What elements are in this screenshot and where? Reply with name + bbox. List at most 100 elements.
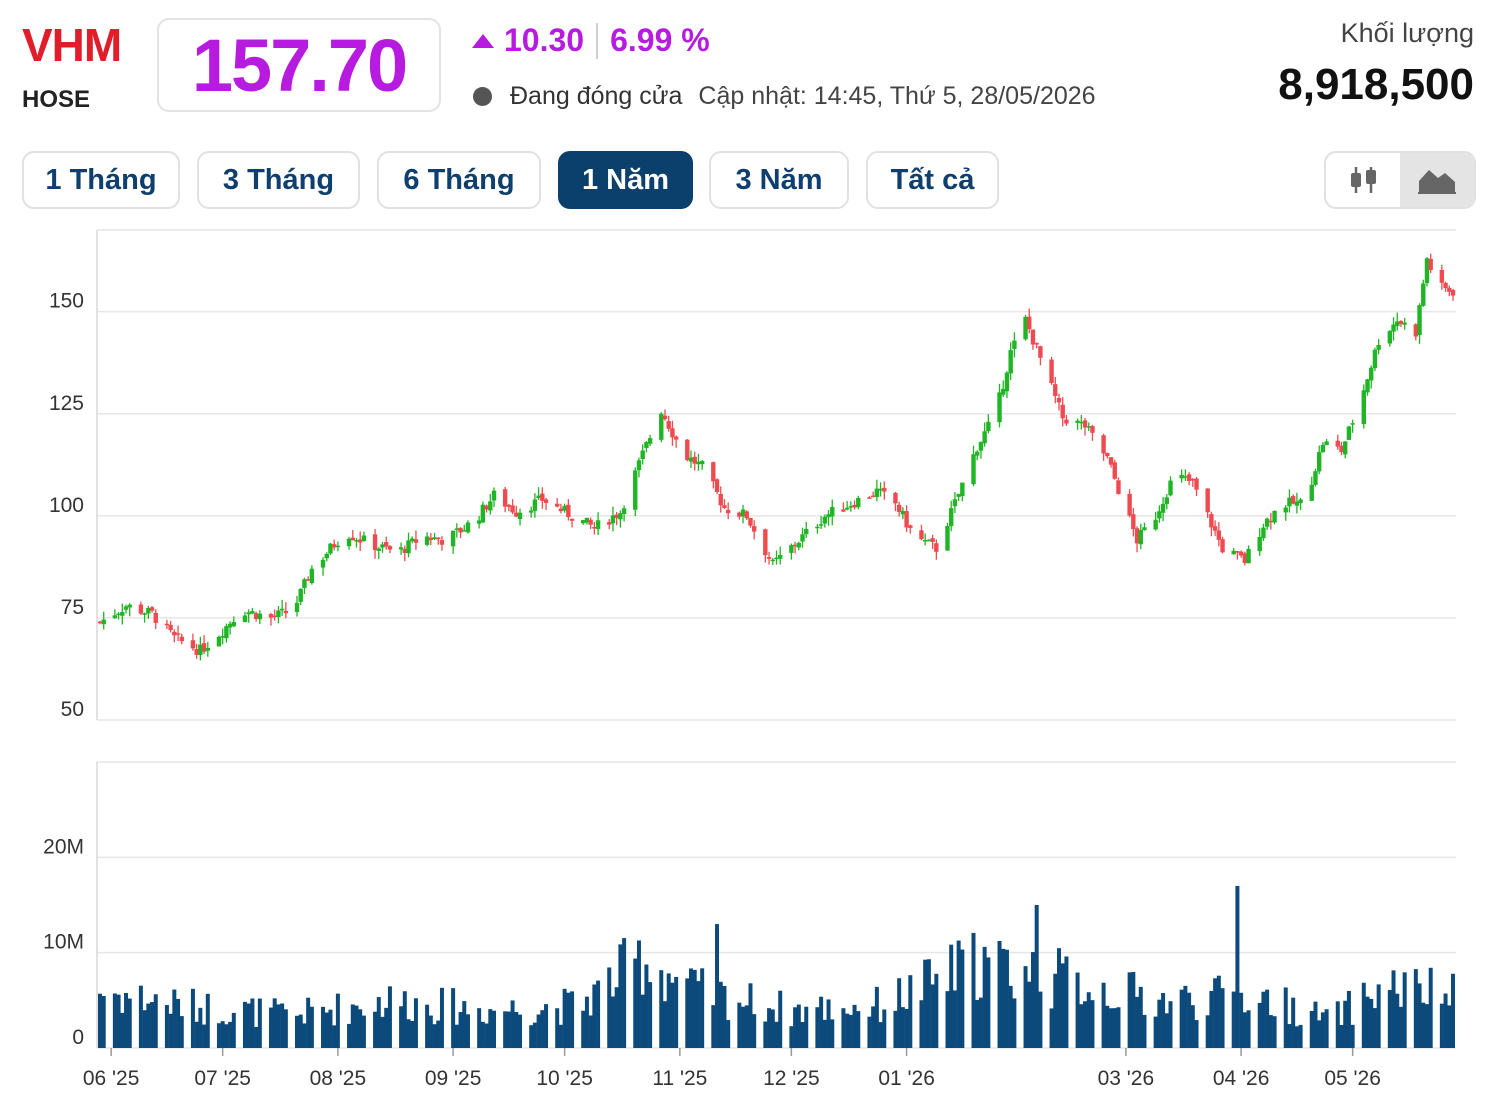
candle	[1346, 426, 1352, 440]
candle	[250, 611, 255, 614]
candle	[465, 522, 471, 533]
volume-bar	[1135, 996, 1140, 1048]
candle	[714, 479, 720, 493]
volume-bar	[636, 940, 641, 1048]
volume-bar	[224, 1024, 229, 1048]
candle	[1038, 346, 1043, 358]
candle	[1108, 457, 1114, 465]
volume-bar	[978, 997, 983, 1048]
volume-bar	[874, 986, 879, 1048]
candle	[246, 612, 251, 615]
candle	[268, 614, 274, 618]
volume-bar	[246, 1003, 251, 1048]
volume-bar	[1187, 992, 1192, 1048]
volume-bar	[1239, 992, 1244, 1048]
x-tick-label: 11 '25	[652, 1067, 707, 1090]
candle	[636, 460, 642, 471]
volume-bar	[1138, 986, 1143, 1048]
volume-bar	[640, 994, 645, 1048]
candle	[462, 530, 467, 532]
candle	[1127, 493, 1132, 516]
candle	[1183, 476, 1188, 478]
volume-bar	[1023, 966, 1028, 1048]
candle	[1079, 421, 1084, 424]
market-status: Đang đóng cửa Cập nhật: 14:45, Thứ 5, 28…	[473, 82, 1096, 111]
candle	[904, 511, 909, 528]
volume-bar	[432, 1024, 437, 1048]
volume-bar	[584, 996, 589, 1048]
volume-bar	[711, 1005, 716, 1048]
candle	[357, 539, 363, 543]
volume-bar	[492, 1010, 497, 1048]
candle	[1105, 453, 1110, 457]
volume-bar	[477, 1008, 482, 1048]
volume-bar	[1183, 985, 1188, 1048]
volume-bar	[439, 987, 444, 1048]
volume-bar	[328, 1009, 333, 1048]
candle	[146, 607, 151, 614]
volume-bar	[194, 1021, 199, 1048]
volume-bar	[871, 1006, 876, 1048]
volume-bar	[975, 999, 980, 1048]
volume-bar	[904, 1008, 909, 1048]
candle	[922, 540, 928, 542]
volume-bar	[648, 982, 653, 1048]
tab-1-year[interactable]: 1 Năm	[558, 151, 693, 209]
candle	[640, 450, 645, 460]
volume-bar	[856, 1011, 861, 1048]
volume-bar	[1413, 969, 1418, 1048]
tab-3-years[interactable]: 3 Năm	[709, 151, 849, 209]
volume-bar	[558, 1024, 563, 1048]
volume-bar	[127, 998, 132, 1048]
candle	[227, 623, 233, 628]
volume-bar	[845, 1013, 850, 1048]
tab-6-months[interactable]: 6 Tháng	[377, 151, 541, 209]
candle	[298, 588, 303, 602]
candle	[201, 643, 207, 652]
volume-bar	[555, 1008, 560, 1048]
volume-bar	[1060, 963, 1065, 1048]
candle	[666, 421, 671, 429]
volume-bar	[744, 1005, 749, 1048]
candle	[1231, 550, 1236, 555]
candle	[1387, 331, 1393, 344]
volume-bar	[726, 1020, 731, 1048]
candle	[1164, 497, 1169, 505]
tab-3-months[interactable]: 3 Tháng	[197, 151, 360, 209]
candle	[867, 497, 872, 499]
volume-bar	[800, 1022, 805, 1048]
volume-bar	[242, 1001, 247, 1048]
volume-bar	[614, 987, 619, 1048]
volume-bar	[822, 1019, 827, 1048]
candle	[1309, 484, 1314, 501]
volume-bar	[168, 1013, 173, 1048]
candle	[1439, 269, 1445, 283]
candle	[1268, 520, 1274, 523]
volume-bar	[354, 1005, 359, 1048]
volume-bar	[1064, 956, 1069, 1048]
volume-bar	[841, 1008, 846, 1048]
tab-all[interactable]: Tất cả	[866, 151, 999, 209]
volume-bar	[1090, 1000, 1095, 1048]
candle	[685, 439, 690, 461]
volume-bar	[458, 1012, 463, 1048]
volume-bar	[581, 1010, 586, 1048]
candlestick-button[interactable]	[1326, 153, 1400, 207]
volume-bar	[250, 998, 255, 1048]
candle	[982, 431, 987, 444]
candle	[1261, 527, 1266, 539]
volume-bar	[1346, 990, 1351, 1048]
volume-bar	[741, 1006, 746, 1048]
candle	[1205, 488, 1210, 513]
candle	[279, 608, 285, 611]
tab-1-month[interactable]: 1 Tháng	[22, 151, 180, 209]
candle	[919, 530, 924, 540]
volume-bar	[1294, 1026, 1299, 1048]
area-chart-button[interactable]	[1400, 153, 1474, 207]
candle	[1428, 258, 1433, 271]
candle	[893, 492, 898, 504]
volume-bar	[908, 975, 913, 1048]
volume-bar	[1320, 1012, 1325, 1048]
volume-bar	[283, 1009, 288, 1048]
